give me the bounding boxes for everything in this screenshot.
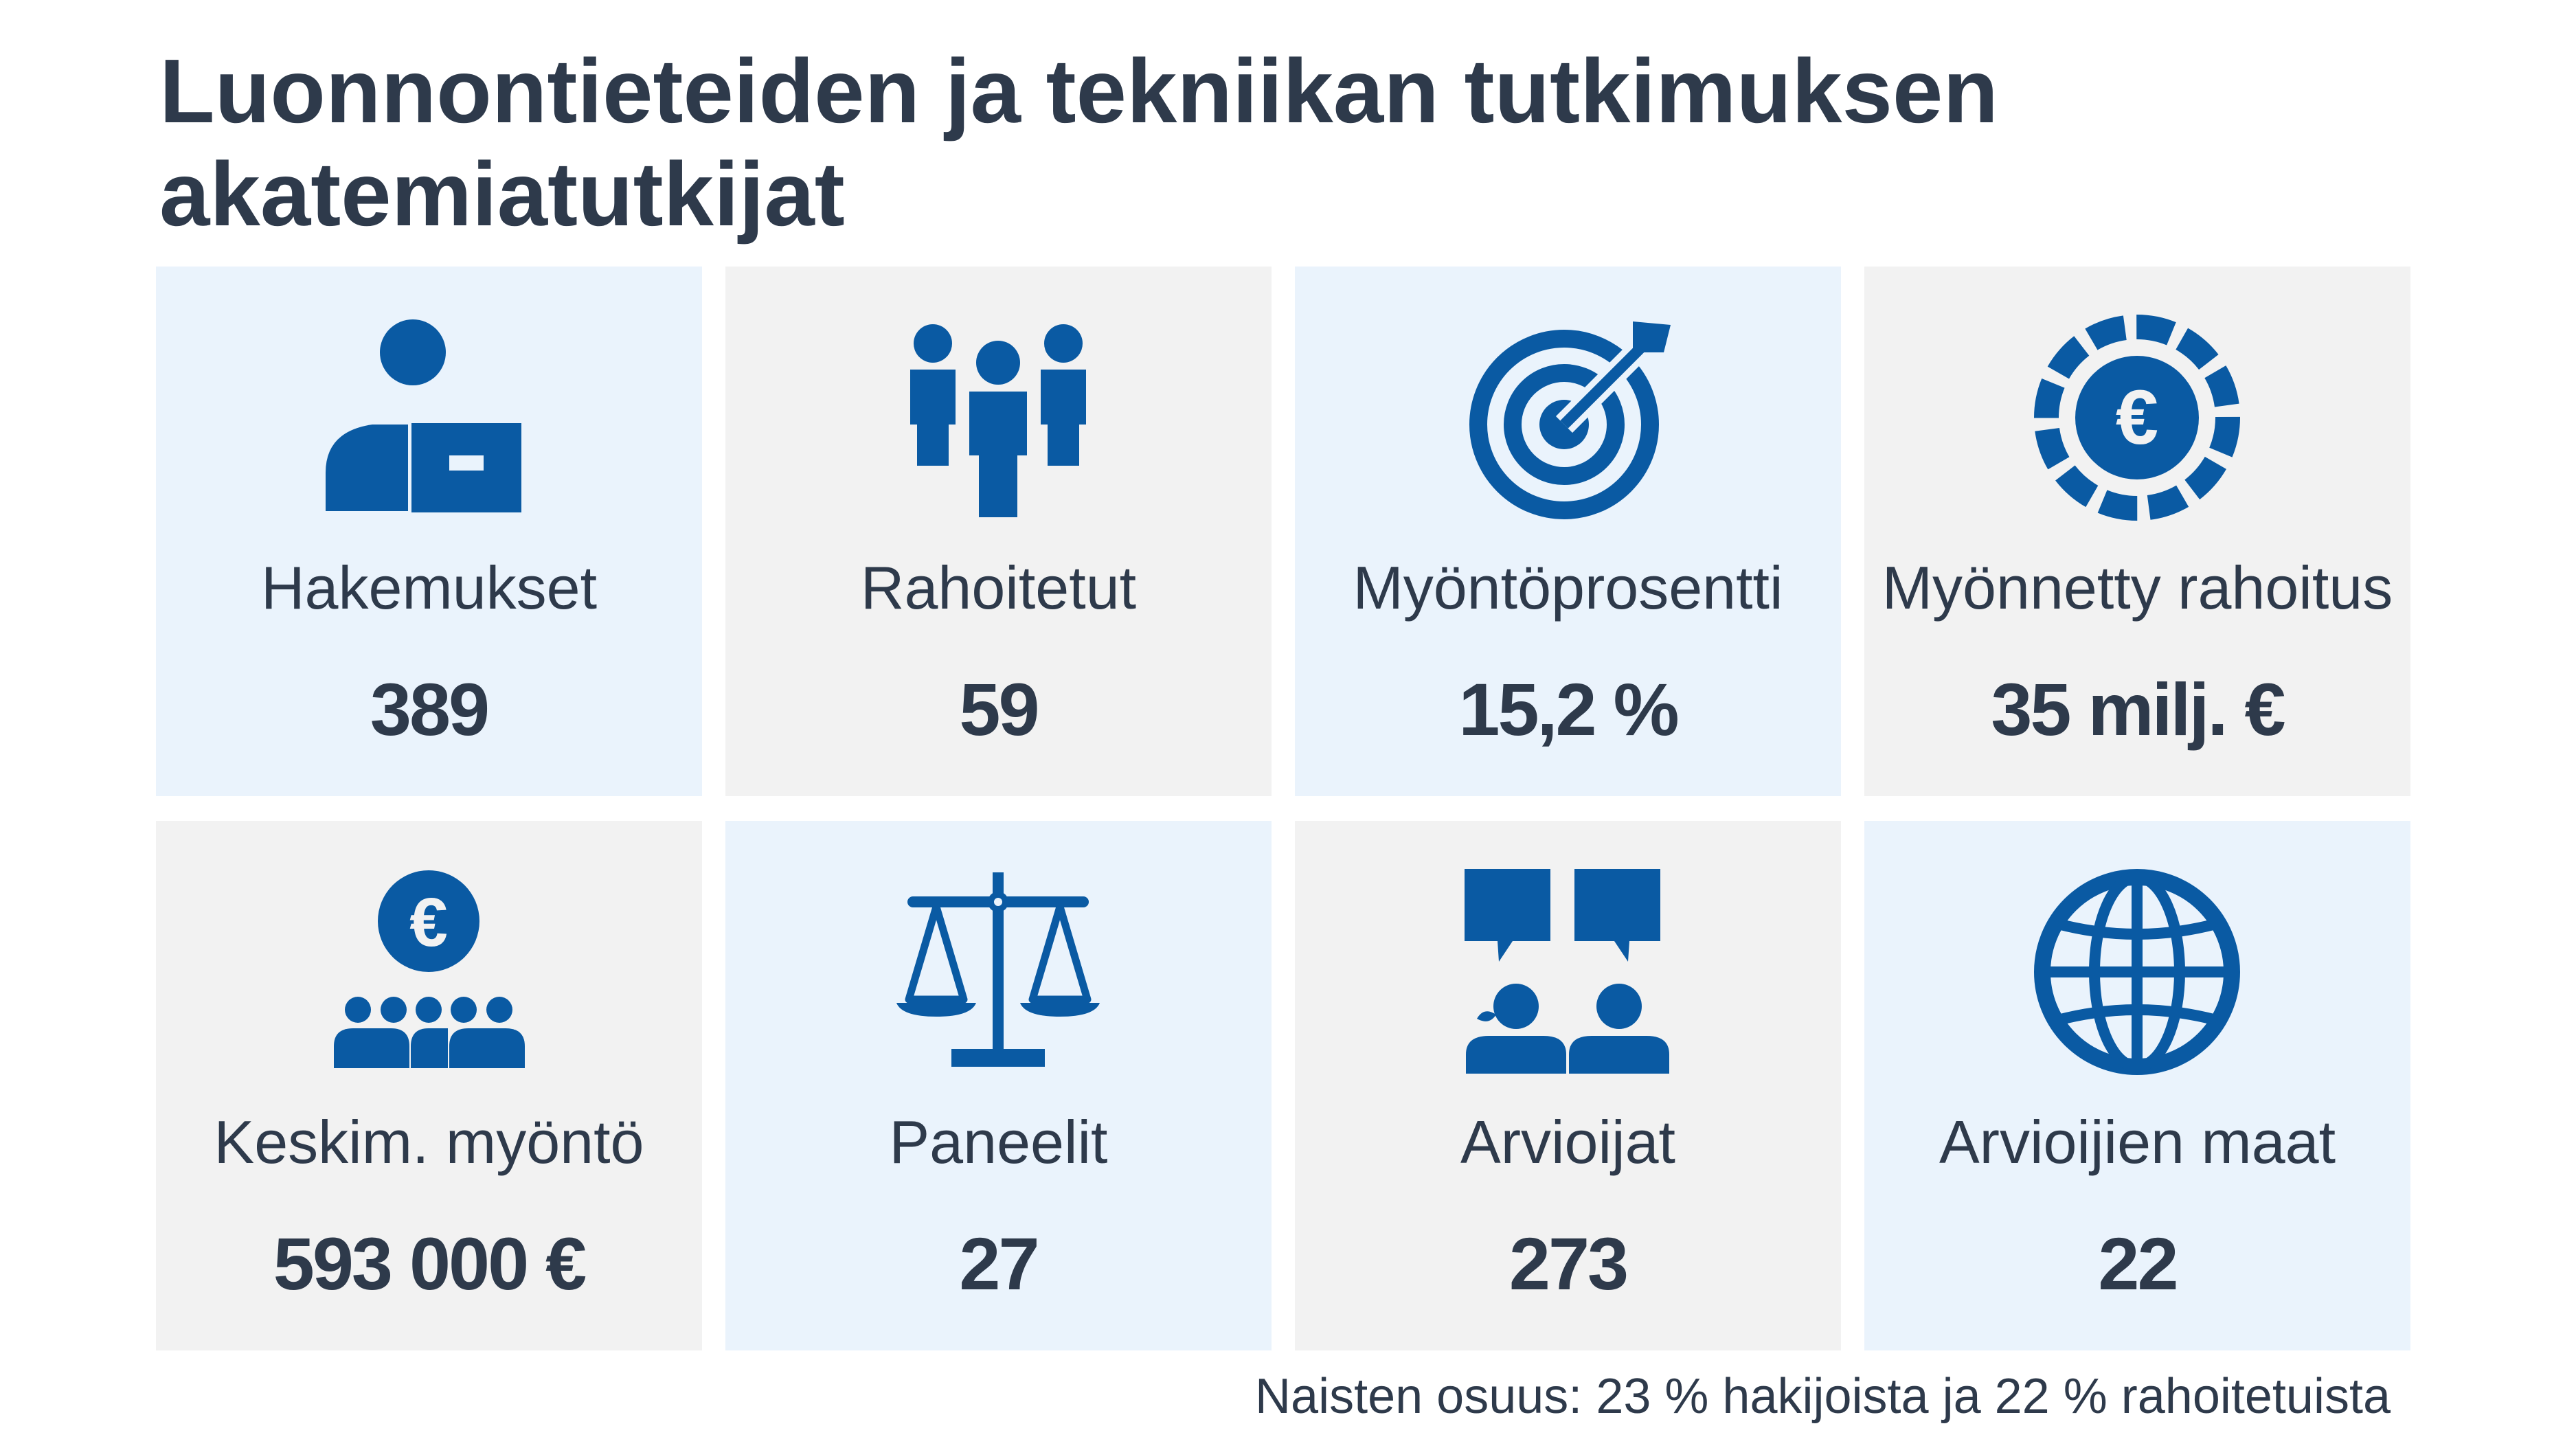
euro-coin-icon: €	[2034, 315, 2240, 521]
stat-label: Hakemukset	[260, 554, 598, 622]
group-of-people-icon	[895, 315, 1101, 521]
stat-value: 15,2 %	[1458, 668, 1679, 751]
stat-value: 35 milj. €	[1991, 668, 2285, 751]
stat-label: Myönnetty rahoitus	[1882, 554, 2393, 622]
stat-label: Myöntöprosentti	[1353, 554, 1783, 622]
svg-text:€: €	[409, 884, 448, 961]
footnote: Naisten osuus: 23 % hakijoista ja 22 % r…	[1255, 1369, 2391, 1424]
stat-tile-arvioijien-maat: Arvioijien maat 22	[1864, 821, 2410, 1350]
stat-tile-paneelit: Paneelit 27	[725, 821, 1272, 1350]
stat-value: 59	[959, 668, 1039, 751]
stat-value: 22	[2098, 1222, 2178, 1305]
stat-value: 593 000 €	[273, 1222, 587, 1305]
stat-tile-myonnetty-rahoitus: € Myönnetty rahoitus 35 milj. €	[1864, 267, 2410, 796]
stat-tile-hakemukset: Hakemukset 389	[156, 267, 702, 796]
stat-label: Keskim. myöntö	[214, 1108, 644, 1176]
stat-tile-arvioijat: Arvioijat 273	[1295, 821, 1841, 1350]
stat-value: 273	[1509, 1222, 1629, 1305]
target-with-arrow-icon	[1465, 315, 1671, 521]
stat-label: Paneelit	[889, 1108, 1108, 1176]
stat-label: Arvioijien maat	[1939, 1108, 2336, 1176]
stat-tile-rahoitetut: Rahoitetut 59	[725, 267, 1272, 796]
page-title: Luonnontieteiden ja tekniikan tutkimukse…	[159, 41, 1998, 245]
stat-value: 27	[959, 1222, 1039, 1305]
stat-tile-keskim-myonto: € Keskim. myöntö 593 000 €	[156, 821, 702, 1350]
stat-tile-myontoprosentti: Myöntöprosentti 15,2 %	[1295, 267, 1841, 796]
stat-label: Rahoitetut	[860, 554, 1137, 622]
people-with-speech-bubbles-icon	[1465, 869, 1671, 1075]
stats-grid: Hakemukset 389 Rahoitetut 59	[156, 267, 2412, 1350]
euro-over-people-icon: €	[326, 869, 532, 1075]
scales-of-justice-icon	[895, 869, 1101, 1075]
person-with-briefcase-icon	[326, 315, 532, 521]
globe-icon	[2034, 869, 2240, 1075]
stat-value: 389	[370, 668, 490, 751]
svg-text:€: €	[2116, 374, 2158, 460]
stat-label: Arvioijat	[1460, 1108, 1675, 1176]
